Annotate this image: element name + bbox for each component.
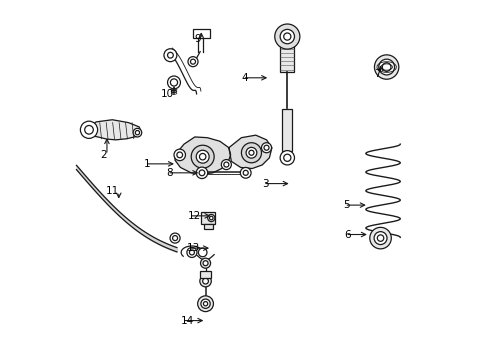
- Text: 6: 6: [344, 230, 351, 239]
- Bar: [282, 109, 293, 151]
- Circle shape: [284, 33, 291, 40]
- Text: 3: 3: [262, 179, 269, 189]
- Circle shape: [187, 247, 197, 257]
- Circle shape: [374, 231, 387, 244]
- Circle shape: [170, 233, 180, 243]
- Text: 14: 14: [181, 316, 195, 325]
- Circle shape: [242, 143, 262, 163]
- Circle shape: [262, 143, 271, 153]
- Circle shape: [191, 145, 214, 168]
- Circle shape: [172, 235, 177, 240]
- Circle shape: [221, 159, 231, 170]
- Circle shape: [177, 152, 183, 158]
- Circle shape: [199, 170, 205, 176]
- Circle shape: [280, 150, 294, 165]
- Text: 11: 11: [105, 186, 119, 197]
- Circle shape: [85, 126, 93, 134]
- Circle shape: [190, 250, 195, 255]
- Text: 2: 2: [100, 150, 107, 160]
- Circle shape: [199, 153, 206, 160]
- Circle shape: [280, 30, 294, 44]
- Circle shape: [249, 150, 254, 155]
- Circle shape: [374, 55, 399, 79]
- Circle shape: [80, 121, 98, 138]
- Circle shape: [203, 302, 208, 306]
- Circle shape: [224, 162, 229, 167]
- Circle shape: [171, 79, 177, 86]
- Polygon shape: [175, 137, 231, 174]
- Circle shape: [246, 147, 257, 158]
- Polygon shape: [85, 120, 141, 140]
- Circle shape: [200, 275, 211, 287]
- Circle shape: [168, 76, 180, 89]
- Bar: [200, 271, 211, 278]
- Circle shape: [208, 215, 215, 222]
- Circle shape: [197, 296, 214, 312]
- Circle shape: [174, 149, 186, 161]
- Circle shape: [243, 170, 248, 175]
- Circle shape: [200, 258, 211, 268]
- Circle shape: [168, 52, 173, 58]
- Circle shape: [370, 227, 392, 249]
- Circle shape: [196, 150, 209, 163]
- Text: 9: 9: [195, 35, 201, 44]
- Circle shape: [191, 59, 196, 64]
- Text: 12: 12: [188, 211, 201, 221]
- Circle shape: [135, 131, 140, 135]
- Circle shape: [133, 129, 142, 137]
- Text: 7: 7: [374, 69, 381, 79]
- Circle shape: [379, 59, 394, 75]
- Text: 8: 8: [166, 168, 173, 178]
- Circle shape: [198, 248, 207, 257]
- Circle shape: [203, 261, 208, 266]
- Circle shape: [284, 154, 291, 161]
- Text: 1: 1: [144, 159, 150, 169]
- Circle shape: [164, 49, 177, 62]
- Circle shape: [240, 167, 251, 178]
- Bar: [201, 212, 215, 224]
- Bar: [193, 30, 210, 39]
- Circle shape: [210, 216, 213, 220]
- Circle shape: [275, 24, 300, 49]
- Bar: [204, 224, 213, 229]
- Circle shape: [203, 278, 208, 284]
- Circle shape: [201, 299, 210, 309]
- Circle shape: [382, 63, 391, 71]
- Circle shape: [377, 235, 384, 241]
- Text: 13: 13: [187, 243, 200, 253]
- Circle shape: [188, 57, 198, 67]
- Circle shape: [196, 167, 208, 179]
- Polygon shape: [229, 135, 272, 168]
- Text: 5: 5: [343, 200, 350, 210]
- Text: 10: 10: [161, 89, 174, 99]
- Circle shape: [264, 145, 269, 150]
- Text: 4: 4: [242, 73, 248, 83]
- Bar: [280, 39, 294, 72]
